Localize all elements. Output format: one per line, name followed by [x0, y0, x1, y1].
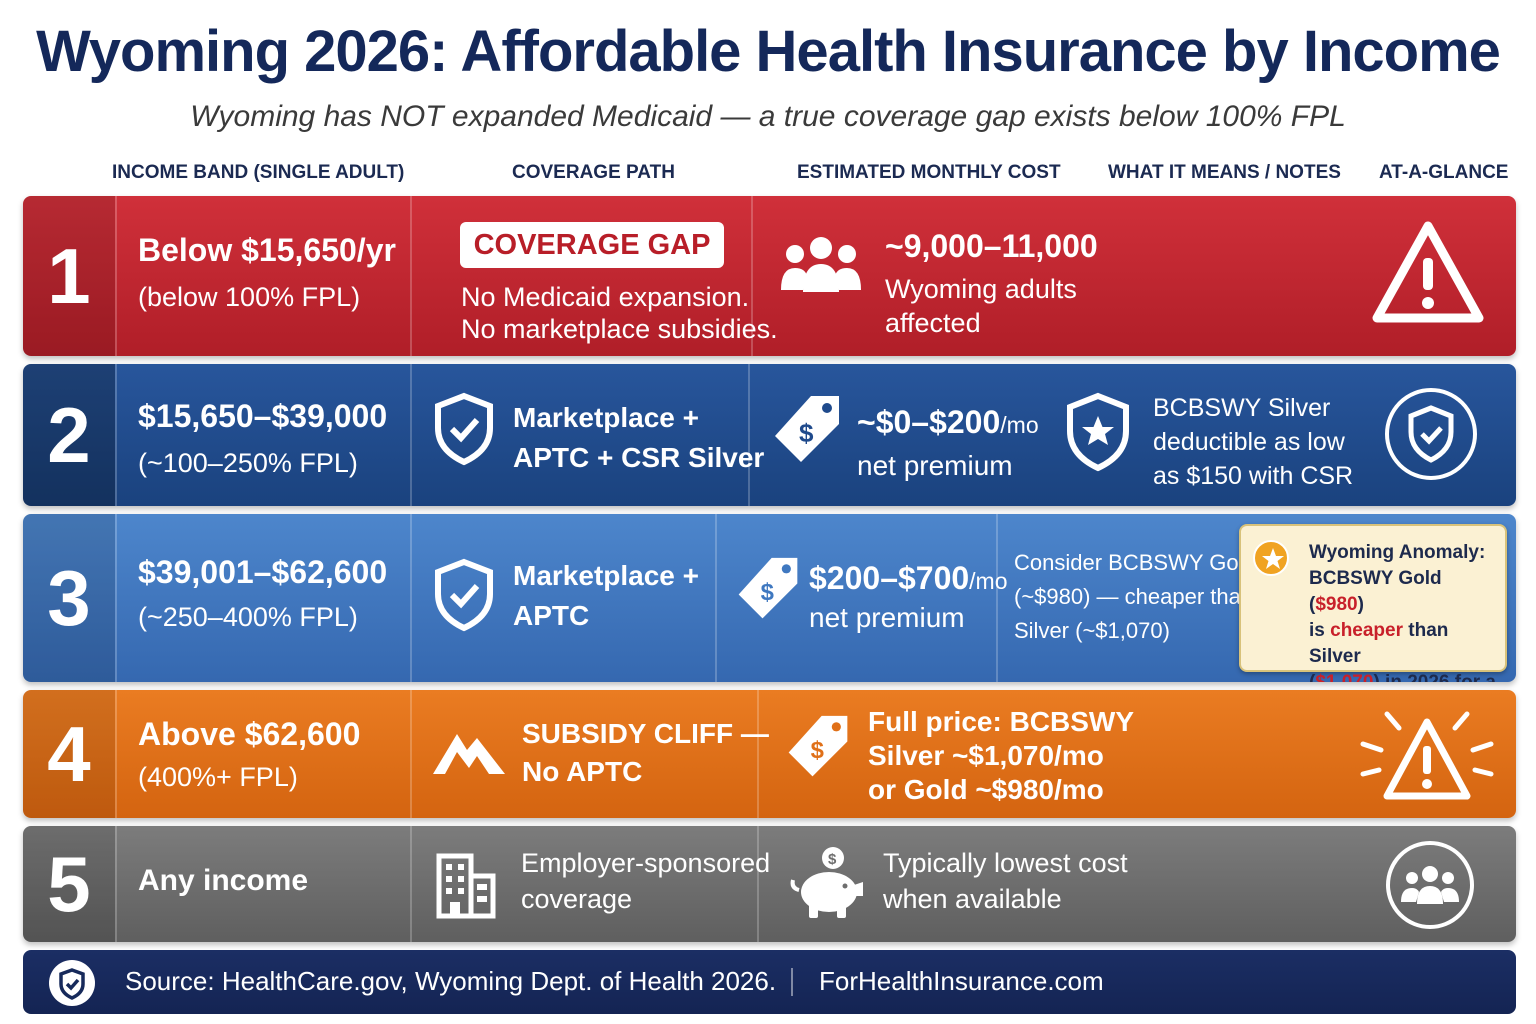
income-row-3: 3 $39,001–$62,600 (~250–400% FPL) Market…	[23, 514, 1516, 682]
income-band: $39,001–$62,600	[138, 554, 388, 590]
cost-sub: net premium	[809, 602, 965, 633]
building-icon	[436, 853, 496, 919]
coverage-gap-badge: COVERAGE GAP	[460, 222, 724, 268]
path-line-2: No marketplace subsidies.	[461, 314, 778, 344]
cost-range: $200–$700/mo	[809, 560, 1008, 596]
page-title: Wyoming 2026: Affordable Health Insuranc…	[36, 19, 1501, 84]
affected-count: ~9,000–11,000	[885, 228, 1098, 264]
column-header-income: INCOME BAND (SINGLE ADULT)	[112, 162, 405, 183]
income-row-5: 5 Any income Employer-sponsored coverage…	[23, 826, 1516, 942]
path-line-1: Marketplace +	[513, 402, 699, 433]
column-header-notes: WHAT IT MEANS / NOTES	[1108, 162, 1341, 183]
cost-line-2: Silver ~$1,070/mo	[868, 740, 1104, 771]
price-tag-icon: $	[738, 557, 798, 619]
cost-sub: net premium	[857, 450, 1013, 481]
warning-icon	[1372, 221, 1484, 323]
star-icon	[1253, 540, 1289, 576]
cost-line-1: Wyoming adults	[885, 274, 1077, 304]
fpl-range: (~100–250% FPL)	[138, 448, 358, 478]
income-row-1: 1 Below $15,650/yr (below 100% FPL) COVE…	[23, 196, 1516, 356]
note-line-1: BCBSWY Silver	[1153, 394, 1331, 422]
income-band: Any income	[138, 864, 309, 897]
note-line-1: Consider BCBSWY Gold	[1014, 550, 1256, 575]
column-header-glance: AT-A-GLANCE	[1379, 162, 1509, 183]
cost-line-1: Full price: BCBSWY	[868, 706, 1135, 737]
group-circle-icon	[1386, 841, 1474, 929]
row-number: 5	[23, 826, 115, 942]
path-line-1: Marketplace +	[513, 560, 699, 591]
mountain-icon	[433, 734, 505, 774]
path-line-2: APTC + CSR Silver	[513, 442, 765, 473]
income-band: Above $62,600	[138, 716, 361, 752]
fpl-range: (~250–400% FPL)	[138, 602, 358, 632]
shield-star-icon	[1067, 392, 1129, 472]
fpl-range: (below 100% FPL)	[138, 282, 361, 312]
cost-line-2: when available	[883, 884, 1062, 914]
shield-check-circle-icon	[1385, 388, 1477, 480]
note-line-3: Silver (~$1,070)	[1014, 618, 1170, 643]
cost-line-3: or Gold ~$980/mo	[868, 774, 1104, 805]
footer-site-link[interactable]: ForHealthInsurance.com	[819, 966, 1104, 996]
page-subtitle: Wyoming has NOT expanded Medicaid — a tr…	[190, 100, 1346, 133]
svg-text:$: $	[761, 579, 774, 606]
path-line-2: coverage	[521, 884, 633, 914]
row-number: 4	[23, 690, 115, 818]
path-line-1: No Medicaid expansion.	[461, 282, 750, 312]
price-tag-icon: $	[775, 396, 839, 462]
footer-source: Source: HealthCare.gov, Wyoming Dept. of…	[125, 966, 777, 996]
svg-text:$: $	[799, 418, 814, 448]
income-band: Below $15,650/yr	[138, 232, 396, 268]
footer-bar: Source: HealthCare.gov, Wyoming Dept. of…	[23, 950, 1516, 1014]
row-number: 3	[23, 514, 115, 682]
cost-range: ~$0–$200/mo	[857, 404, 1039, 440]
income-band: $15,650–$39,000	[138, 398, 388, 434]
wyoming-anomaly-callout: Wyoming Anomaly: BCBSWY Gold ($980) is c…	[1239, 524, 1507, 682]
note-line-2: (~$980) — cheaper than	[1014, 584, 1254, 609]
svg-text:$: $	[828, 851, 837, 868]
path-line-2: APTC	[513, 600, 590, 631]
alert-burst-icon	[1360, 711, 1494, 800]
shield-check-icon	[435, 558, 493, 632]
path-line-1: SUBSIDY CLIFF —	[522, 718, 769, 749]
path-line-2: No APTC	[522, 756, 643, 787]
shield-check-icon	[435, 392, 493, 466]
piggy-bank-icon: $	[790, 847, 863, 918]
svg-text:$: $	[811, 737, 824, 764]
fpl-range: (400%+ FPL)	[138, 762, 298, 792]
note-line-3: as $150 with CSR	[1153, 462, 1354, 490]
anomaly-text: Wyoming Anomaly: BCBSWY Gold ($980) is c…	[1309, 542, 1496, 682]
column-header-coverage: COVERAGE PATH	[512, 162, 675, 183]
shield-check-icon	[49, 960, 95, 1006]
row-number: 2	[23, 364, 115, 506]
row-number: 1	[23, 196, 115, 356]
path-line-1: Employer-sponsored	[521, 848, 771, 878]
note-line-2: deductible as low	[1153, 428, 1345, 456]
income-row-4: 4 Above $62,600 (400%+ FPL) SUBSIDY CLIF…	[23, 690, 1516, 818]
column-header-cost: ESTIMATED MONTHLY COST	[797, 162, 1061, 183]
cost-line-2: affected	[885, 308, 981, 338]
price-tag-icon: $	[788, 715, 848, 777]
income-row-2: 2 $15,650–$39,000 (~100–250% FPL) Market…	[23, 364, 1516, 506]
people-icon	[781, 237, 861, 292]
cost-line-1: Typically lowest cost	[883, 848, 1128, 878]
